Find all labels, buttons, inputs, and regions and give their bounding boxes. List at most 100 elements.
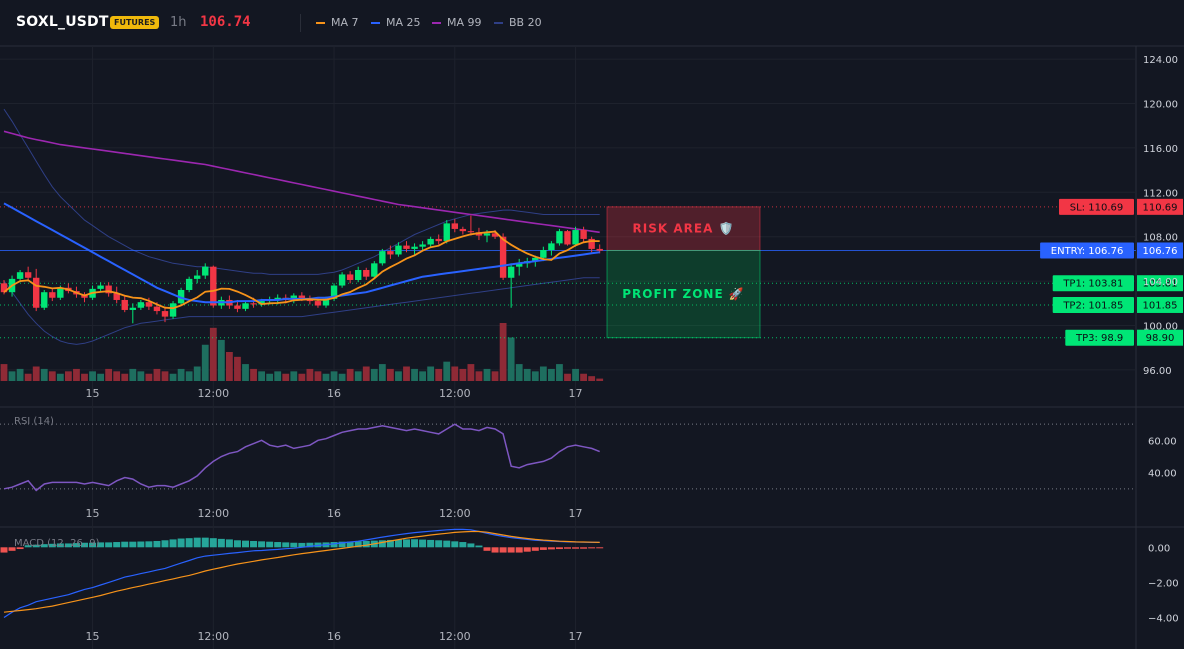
volume-bar: [137, 371, 145, 381]
volume-bar: [556, 364, 563, 381]
macd-hist-bar: [298, 542, 306, 548]
volume-bar: [499, 323, 507, 381]
macd-hist-bar: [185, 538, 193, 548]
macd-hist-bar: [274, 542, 282, 548]
candle-body: [242, 303, 249, 309]
macd-hist-bar: [233, 540, 241, 548]
time-axis-label: 12:00: [439, 630, 471, 643]
candle-body: [580, 230, 587, 239]
profit-zone-label: PROFIT ZONE 🚀: [622, 287, 745, 301]
candle-body: [153, 306, 161, 312]
macd-hist-bar: [596, 547, 604, 549]
macd-hist-bar: [137, 541, 145, 548]
volume-bar: [89, 371, 96, 381]
signal-line: [3, 530, 600, 613]
volume-bar: [193, 366, 201, 381]
level-tag: [1065, 329, 1134, 346]
macd-hist-bar: [435, 540, 443, 548]
candle-body: [105, 285, 112, 294]
macd-hist-bar: [306, 542, 314, 548]
time-axis-label: 17: [569, 507, 583, 520]
legend-swatch: [432, 21, 441, 24]
chart-header: SOXL_USDT FUTURES 1h 106.74 MA 7 MA 25 M…: [0, 0, 1184, 46]
candles: [0, 215, 603, 324]
time-axis-label: 17: [569, 630, 583, 643]
macd-hist-bar: [572, 547, 580, 549]
legend-ma7[interactable]: MA 7: [316, 16, 359, 29]
candle-body: [234, 305, 241, 309]
axis-price-tag-label: 98.90: [1146, 333, 1175, 344]
volume-bar: [234, 356, 241, 381]
candle-body: [363, 270, 370, 277]
macd-hist-bar: [378, 540, 386, 548]
ma99-line: [3, 130, 600, 234]
macd-hist-bar: [193, 537, 201, 548]
candle-body: [491, 233, 499, 237]
macd-hist-bar: [145, 541, 153, 548]
risk-zone: [606, 206, 761, 251]
trade-levels: SL: 110.69 110.69 ENTRY: 106.76 106.76 TP1: …: [0, 198, 1183, 346]
legend-ma99[interactable]: MA 99: [432, 16, 482, 29]
macd-hist-bar: [547, 547, 555, 550]
volume-bar: [217, 339, 225, 381]
axis-price-tag: [1137, 296, 1183, 313]
price-axis-label: 124.00: [1143, 55, 1178, 66]
candle-body: [548, 243, 555, 251]
volume-bar: [226, 352, 233, 381]
time-axis-label: 15: [86, 507, 100, 520]
volume-bar: [8, 371, 16, 381]
candle-body: [443, 223, 450, 242]
candle-body: [556, 231, 563, 244]
candle-body: [483, 233, 491, 236]
bb-lower-line: [3, 277, 600, 345]
price-axis-label: 116.00: [1143, 144, 1178, 155]
volume-bar: [242, 364, 249, 381]
level-tag-label: TP1: 103.81: [1062, 279, 1123, 290]
axis-price-tag: [1137, 329, 1183, 346]
volume-bar: [97, 373, 104, 381]
volume-bar: [32, 366, 40, 381]
macd-hist-bar: [16, 547, 24, 550]
price-axis-label: 112.00: [1143, 188, 1178, 199]
profit-zone: [606, 249, 761, 339]
candle-body: [33, 277, 40, 308]
candle-body: [145, 302, 153, 307]
symbol-name[interactable]: SOXL_USDT: [16, 14, 109, 30]
level-tag: [1052, 296, 1134, 313]
level-tag: [1059, 198, 1134, 215]
volume-bar: [56, 373, 64, 381]
timeframe-label[interactable]: 1h: [170, 15, 187, 30]
macd-hist-bar: [588, 547, 596, 549]
volume-bar: [81, 373, 88, 381]
volume-bar: [274, 371, 282, 381]
candle-body: [202, 266, 209, 276]
volume-bar: [435, 368, 443, 381]
candle-body: [596, 248, 603, 251]
candle-body: [314, 301, 322, 306]
volume-bar: [209, 327, 217, 381]
macd-hist-bar: [258, 541, 266, 548]
legend-ma25[interactable]: MA 25: [371, 16, 421, 29]
macd-hist-bar: [354, 541, 362, 548]
volume-bar: [459, 368, 467, 381]
candle-body: [507, 266, 515, 278]
volume-bar: [330, 371, 338, 381]
volume-bar: [314, 371, 322, 381]
volume-bar: [403, 366, 410, 381]
volume-bar: [250, 368, 257, 381]
macd-hist-bar: [32, 544, 40, 548]
time-axis-label: 12:00: [197, 507, 229, 520]
candle-body: [451, 223, 458, 229]
legend-swatch: [316, 21, 325, 24]
volume-bar: [201, 344, 209, 381]
legend-label: BB 20: [509, 16, 542, 29]
time-axis-label: 17: [569, 387, 583, 400]
volume-bar: [580, 373, 587, 381]
volume-bar: [169, 373, 177, 381]
legend-bb20[interactable]: BB 20: [494, 16, 542, 29]
macd-hist-bar: [97, 542, 105, 548]
candle-body: [129, 307, 136, 310]
candle-body: [194, 275, 201, 279]
macd-hist-bar: [121, 541, 129, 548]
